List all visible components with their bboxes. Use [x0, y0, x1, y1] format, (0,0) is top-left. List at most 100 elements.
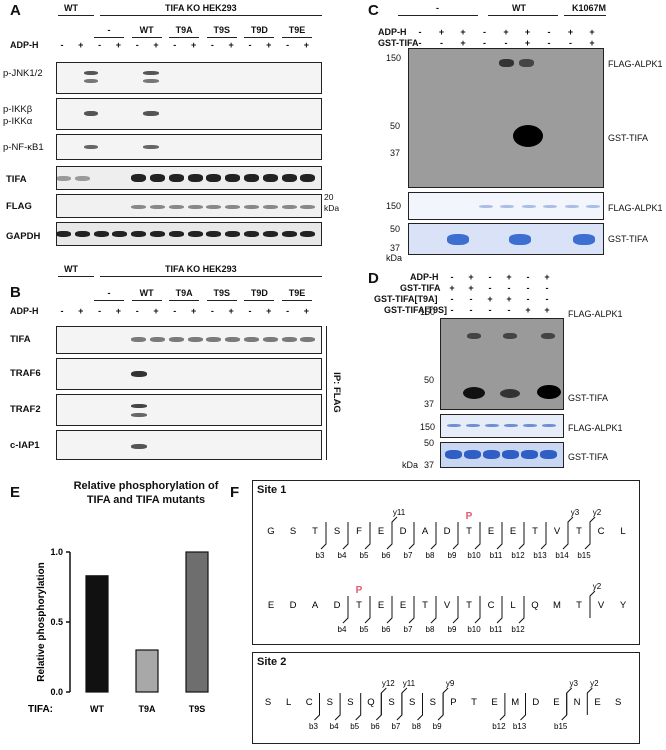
group-underline	[206, 300, 237, 301]
panel-a-label: A	[10, 2, 21, 19]
group-underline	[206, 37, 237, 38]
lane-sign: -	[483, 38, 486, 48]
band	[143, 79, 159, 83]
b-ion-cut	[320, 522, 327, 550]
b-ion-cut	[496, 596, 503, 624]
lane-sign: -	[569, 38, 572, 48]
residue: T	[356, 600, 362, 611]
band	[447, 424, 461, 427]
b-ion-label: b7	[391, 722, 400, 731]
y-ion-cut	[567, 516, 574, 544]
band	[485, 424, 499, 427]
b-ion-label: b10	[467, 551, 481, 560]
residue: T	[422, 600, 428, 611]
y-ion-label: y3	[571, 508, 580, 517]
panel-a-adp-label: ADP-H	[10, 40, 39, 50]
y-ion-cut	[380, 687, 387, 715]
lane-sign: -	[504, 38, 508, 48]
lane-sign: -	[60, 40, 64, 50]
residue: N	[574, 697, 581, 708]
b-ion-label: b8	[426, 625, 435, 634]
residue: A	[422, 526, 429, 537]
lane-sign: -	[440, 38, 443, 48]
band	[168, 205, 184, 209]
residue: D	[334, 600, 341, 611]
lane-sign: +	[115, 40, 122, 50]
y-ion-label: y9	[446, 679, 455, 688]
band	[131, 371, 147, 377]
band	[150, 174, 165, 182]
c-marker-37b: 37	[390, 243, 401, 253]
residue: L	[510, 600, 515, 611]
band	[500, 389, 520, 398]
b-ion-cut	[334, 693, 341, 721]
lane-sign: +	[153, 306, 159, 316]
y-axis-label: Relative phosphorylation	[36, 562, 47, 681]
lane-sign: -	[60, 306, 64, 316]
d-marker-150: 150	[420, 307, 436, 317]
lane-sign: +	[524, 27, 531, 37]
lane-sign: +	[460, 27, 466, 37]
row-label-b-tifa: TIFA	[10, 334, 31, 345]
y-ion-cut	[391, 516, 398, 544]
band	[300, 337, 316, 342]
band	[131, 205, 147, 209]
residue: S	[388, 697, 394, 708]
band	[57, 176, 71, 181]
band	[143, 111, 159, 116]
band	[262, 205, 278, 209]
blot-a-gapdh	[56, 222, 322, 246]
phospho-site-marker: P	[356, 585, 363, 596]
lane-sign: +	[503, 27, 509, 37]
b-ion-cut	[342, 596, 349, 624]
lane-sign: -	[526, 294, 530, 304]
band	[543, 205, 557, 208]
lane-sign: +	[544, 305, 550, 315]
residue: C	[598, 526, 605, 537]
residue: S	[615, 697, 621, 708]
group-underline	[244, 300, 275, 301]
lane-sign: -	[545, 294, 549, 304]
marker-kda: kDa	[324, 203, 340, 213]
c-right-gst-tifa: GST-TIFA	[608, 133, 649, 143]
band	[541, 333, 555, 339]
b-ion-label: b11	[490, 551, 503, 560]
b-ion-cut	[408, 596, 415, 624]
blot-a-tifa	[56, 166, 322, 190]
group-label: T9E	[288, 288, 306, 298]
lane-sign: -	[488, 283, 492, 293]
panel-c-group-wt: WT	[512, 3, 526, 13]
b-ion-label: b7	[404, 625, 413, 634]
group-label: T9S	[213, 25, 231, 35]
band	[467, 333, 481, 339]
y-ion-label: y11	[393, 508, 406, 517]
band	[300, 174, 316, 182]
band	[502, 450, 519, 459]
panel-c-adp-label: ADP-H	[378, 27, 407, 37]
band	[300, 231, 316, 237]
b-ion-cut	[518, 596, 525, 624]
band	[281, 337, 297, 342]
residue: C	[488, 600, 495, 611]
c-marker-150: 150	[386, 53, 402, 63]
c-marker-37: 37	[390, 148, 401, 158]
band	[447, 234, 469, 245]
blot-d-autorad	[440, 318, 564, 410]
y-ion-cut	[586, 687, 593, 715]
b-ion-label: b6	[382, 625, 391, 634]
residue: E	[594, 697, 600, 708]
row-label-pikka: p-IKKα	[3, 116, 33, 127]
b-ion-label: b8	[426, 551, 435, 560]
lane-sign: -	[98, 306, 102, 316]
b-ion-label: b4	[338, 625, 347, 634]
lane-sign: -	[248, 40, 252, 50]
band	[57, 231, 71, 237]
row-label-pikkb: p-IKKβ	[3, 104, 33, 115]
lane-sign: -	[173, 306, 177, 316]
chart-title-line2: TIFA and TIFA mutants	[86, 494, 206, 506]
residue: E	[491, 697, 497, 708]
c-marker-50: 50	[390, 121, 401, 131]
b-ion-label: b9	[433, 722, 442, 731]
band	[499, 59, 514, 67]
band	[131, 404, 147, 408]
